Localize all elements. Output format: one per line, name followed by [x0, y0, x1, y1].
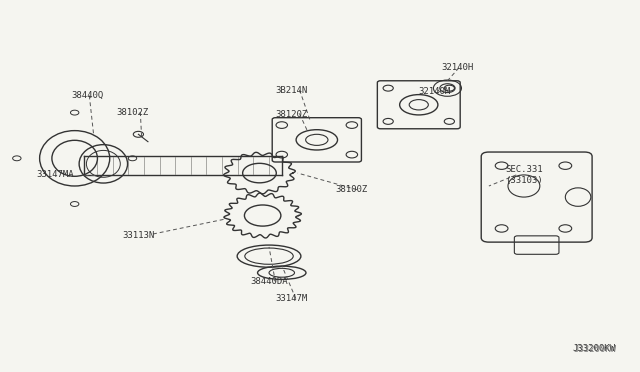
- Text: 33147M: 33147M: [275, 294, 307, 303]
- Text: 38100Z: 38100Z: [336, 185, 368, 194]
- Text: J33200KW: J33200KW: [573, 345, 616, 354]
- Text: 33147MA: 33147MA: [36, 170, 74, 179]
- Text: 32140H: 32140H: [441, 63, 473, 72]
- Text: 38440DA: 38440DA: [250, 278, 288, 286]
- Text: 38440Q: 38440Q: [71, 91, 104, 100]
- Text: J33200KW: J33200KW: [573, 344, 616, 353]
- Text: 38102Z: 38102Z: [116, 108, 148, 117]
- Text: 32140M: 32140M: [419, 87, 451, 96]
- Text: SEC.331
(33103): SEC.331 (33103): [505, 165, 543, 185]
- Text: 3B214N: 3B214N: [275, 86, 307, 94]
- Text: 38120Z: 38120Z: [275, 109, 307, 119]
- Text: 33113N: 33113N: [122, 231, 154, 240]
